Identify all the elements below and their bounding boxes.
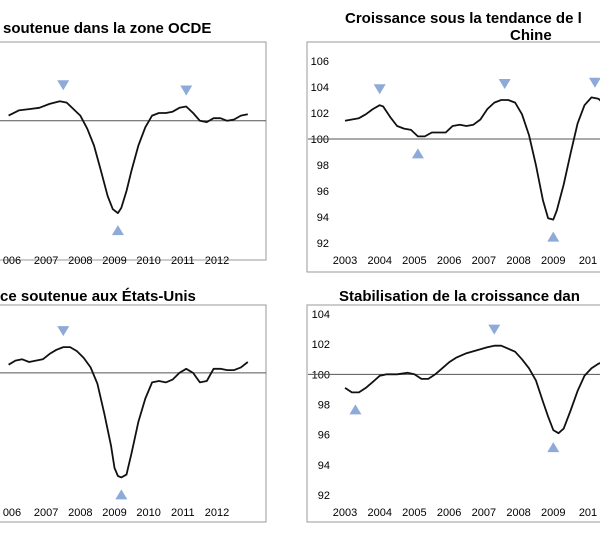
chart-3-turning-point-marker bbox=[115, 489, 128, 500]
chart-4-y-tick-label: 98 bbox=[318, 400, 330, 412]
chart-3-series-line bbox=[8, 346, 249, 479]
chart-1-x-tick-label: 2010 bbox=[136, 255, 160, 267]
chart-4-series-line bbox=[344, 344, 600, 435]
chart-1-turning-point-marker bbox=[57, 80, 70, 91]
chart-2-series-line bbox=[344, 96, 600, 221]
chart-1-series-line bbox=[8, 100, 248, 215]
chart-1-x-tick-label: 2012 bbox=[205, 255, 229, 267]
chart-2-x-tick-label: 2005 bbox=[402, 255, 426, 267]
chart-4-x-tick-label: 2008 bbox=[506, 507, 530, 519]
chart-2-x-tick-label: 2008 bbox=[506, 255, 530, 267]
chart-1-title: soutenue dans la zone OCDE bbox=[3, 20, 212, 37]
chart-4-turning-point-marker bbox=[547, 442, 560, 453]
chart-2-y-tick-label: 98 bbox=[317, 160, 329, 172]
chart-4-y-tick-label: 102 bbox=[312, 339, 330, 351]
chart-2-x-tick-label: 2003 bbox=[333, 255, 357, 267]
chart-2-turning-point-marker bbox=[547, 231, 560, 242]
chart-4-y-tick-label: 104 bbox=[312, 309, 330, 321]
chart-2-title-line-1: Croissance sous la tendance de l bbox=[345, 10, 582, 27]
chart-2-turning-point-marker bbox=[498, 79, 511, 89]
chart-2-y-tick-label: 102 bbox=[311, 108, 329, 120]
chart-3-x-tick-label: 2007 bbox=[34, 507, 58, 519]
chart-4-y-tick-label: 94 bbox=[318, 460, 330, 472]
chart-2-turning-point-marker bbox=[588, 77, 600, 88]
chart-2-x-tick-label: 201 bbox=[579, 255, 597, 267]
chart-3-frame bbox=[0, 304, 267, 523]
chart-4-title: Stabilisation de la croissance dan bbox=[339, 288, 580, 305]
chart-2-frame bbox=[306, 41, 600, 273]
chart-4-turning-point-marker bbox=[349, 404, 362, 415]
chart-1-turning-point-marker bbox=[111, 225, 124, 236]
chart-2-y-tick-label: 106 bbox=[311, 56, 329, 68]
chart-2-y-tick-label: 94 bbox=[317, 212, 329, 224]
chart-1-turning-point-marker bbox=[180, 85, 193, 96]
chart-4-x-tick-label: 201 bbox=[579, 507, 597, 519]
chart-2-y-tick-label: 100 bbox=[311, 134, 329, 146]
chart-2-x-tick-label: 2004 bbox=[367, 255, 391, 267]
chart-2-y-tick-label: 104 bbox=[311, 82, 329, 94]
chart-4-x-tick-label: 2009 bbox=[541, 507, 565, 519]
chart-3-x-tick-label: 2010 bbox=[136, 507, 160, 519]
chart-4-y-tick-label: 96 bbox=[318, 430, 330, 442]
chart-4-y-tick-label: 100 bbox=[312, 369, 330, 381]
chart-2-y-tick-label: 96 bbox=[317, 186, 329, 198]
chart-2-turning-point-marker bbox=[373, 84, 386, 95]
chart-4-x-tick-label: 2004 bbox=[367, 507, 391, 519]
chart-2-x-tick-label: 2009 bbox=[541, 255, 565, 267]
chart-1-x-tick-label: 2008 bbox=[68, 255, 92, 267]
chart-3-turning-point-marker bbox=[57, 326, 70, 337]
chart-4-y-tick-label: 92 bbox=[318, 490, 330, 502]
chart-1-x-tick-label: 2009 bbox=[102, 255, 126, 267]
chart-2-x-tick-label: 2006 bbox=[437, 255, 461, 267]
chart-3-x-tick-label: 2009 bbox=[102, 507, 126, 519]
chart-3-x-tick-label: 2012 bbox=[205, 507, 229, 519]
chart-3-title: ce soutenue aux États-Unis bbox=[0, 288, 196, 305]
chart-3-x-tick-label: 2011 bbox=[171, 507, 195, 519]
chart-4-frame bbox=[306, 304, 600, 523]
chart-2-x-tick-label: 2007 bbox=[472, 255, 496, 267]
chart-1-frame bbox=[0, 41, 267, 261]
chart-4-x-tick-label: 2005 bbox=[402, 507, 426, 519]
chart-4-x-tick-label: 2007 bbox=[472, 507, 496, 519]
chart-4-x-tick-label: 2003 bbox=[333, 507, 357, 519]
chart-1-x-tick-label: 2011 bbox=[171, 255, 195, 267]
chart-4-x-tick-label: 2006 bbox=[437, 507, 461, 519]
chart-2-title-line-2: Chine bbox=[510, 27, 552, 44]
chart-3-x-tick-label: 006 bbox=[3, 507, 21, 519]
chart-1-x-tick-label: 2007 bbox=[34, 255, 58, 267]
chart-2-title: Croissance sous la tendance de l Chine bbox=[345, 10, 582, 44]
chart-4-turning-point-marker bbox=[488, 324, 501, 335]
chart-1-x-tick-label: 006 bbox=[3, 255, 21, 267]
chart-3-x-tick-label: 2008 bbox=[68, 507, 92, 519]
chart-2-y-tick-label: 92 bbox=[317, 238, 329, 250]
chart-2-turning-point-marker bbox=[411, 148, 424, 159]
